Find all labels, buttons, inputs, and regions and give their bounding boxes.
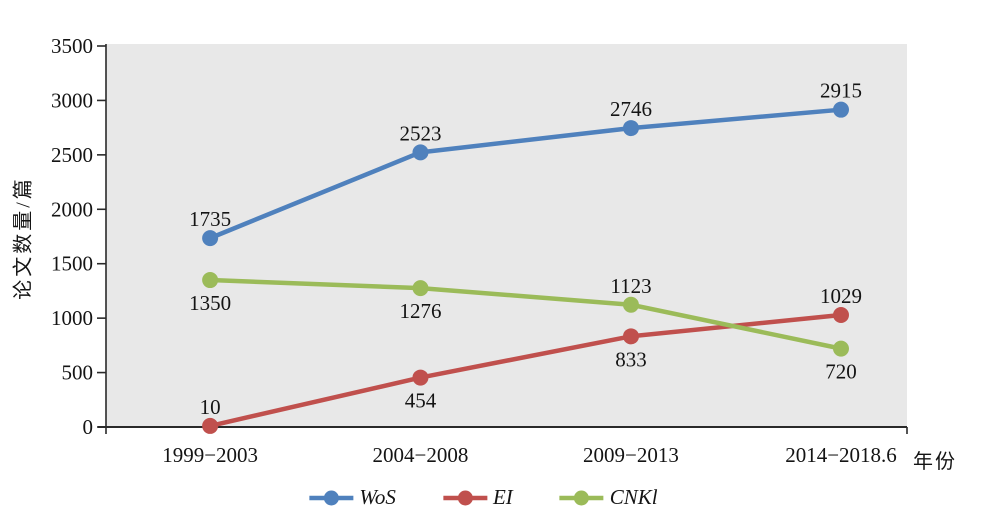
data-point-EI	[202, 417, 219, 434]
data-label-WoS: 1735	[189, 207, 231, 231]
x-axis-unit-label: 年份	[913, 451, 957, 473]
series-line-WoS	[207, 107, 844, 241]
data-label-CNKl: 720	[825, 360, 857, 384]
legend-label: WoS	[359, 485, 396, 509]
data-point-WoS	[412, 144, 429, 161]
x-category-label: 2014−2018.6	[785, 443, 897, 467]
data-point-WoS	[202, 230, 219, 247]
data-label-EI: 10	[200, 395, 221, 419]
y-tick-label: 500	[62, 361, 94, 385]
legend-label: CNKl	[609, 485, 658, 509]
y-tick-label: 0	[83, 415, 94, 439]
data-point-CNKl	[412, 280, 429, 297]
legend-item-WoS: WoS	[308, 485, 396, 510]
y-tick-label: 3500	[51, 34, 93, 58]
y-axis-title: 论文数量/篇	[12, 176, 35, 300]
data-point-EI	[412, 369, 429, 386]
data-point-EI	[622, 328, 639, 345]
y-tick-label: 3000	[51, 88, 93, 112]
data-point-CNKl	[202, 272, 219, 289]
legend-marker	[309, 490, 354, 505]
y-tick-label: 1500	[51, 252, 93, 276]
legend-item-EI: EI	[442, 485, 513, 510]
data-label-EI: 454	[405, 389, 437, 413]
data-label-WoS: 2746	[610, 97, 652, 121]
data-point-WoS	[832, 101, 849, 118]
y-tick-label: 2500	[51, 143, 93, 167]
data-label-EI: 833	[615, 347, 647, 371]
legend-marker	[442, 490, 487, 505]
data-label-WoS: 2915	[820, 79, 862, 103]
data-label-CNKl: 1123	[610, 274, 651, 298]
plot-area	[106, 44, 907, 427]
y-tick-label: 1000	[51, 306, 93, 330]
data-label-CNKl: 1350	[189, 291, 231, 315]
legend: WoS EI CNKl	[308, 485, 658, 510]
data-label-EI: 1029	[820, 284, 862, 308]
series-line-CNKl	[207, 277, 844, 351]
legend-label: EI	[492, 485, 513, 509]
data-point-CNKl	[832, 340, 849, 357]
data-label-CNKl: 1276	[399, 299, 441, 323]
y-tick-label: 2000	[51, 197, 93, 221]
data-point-WoS	[622, 120, 639, 137]
x-category-label: 1999−2003	[162, 443, 258, 467]
legend-marker	[559, 490, 604, 505]
x-category-label: 2009−2013	[583, 443, 679, 467]
data-point-EI	[832, 306, 849, 323]
data-point-CNKl	[622, 296, 639, 313]
legend-item-CNKl: CNKl	[559, 485, 658, 510]
x-category-label: 2004−2008	[373, 443, 469, 467]
data-label-WoS: 2523	[399, 121, 441, 145]
